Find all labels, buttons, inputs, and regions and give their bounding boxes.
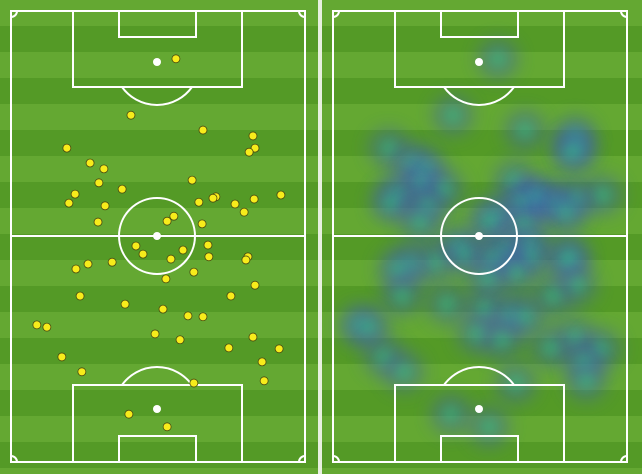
point [150,329,160,339]
heat-core [480,212,499,231]
point [204,252,214,262]
point [171,54,181,64]
point [131,241,141,251]
point [75,291,85,301]
point [249,194,259,204]
heat-core [441,405,460,424]
heat-core [543,287,562,306]
point [94,178,104,188]
point [124,409,134,419]
point [224,343,234,353]
heat-core [480,417,499,436]
point [259,376,269,386]
heat-core [393,287,412,306]
point [100,201,110,211]
heat-core [515,121,534,140]
point [274,344,284,354]
point [244,147,254,157]
point [250,280,260,290]
heat-core [593,186,612,205]
point [183,311,193,321]
heat-core [359,318,378,337]
point [126,110,136,120]
point [189,378,199,388]
point [230,199,240,209]
point [42,322,52,332]
point [198,312,208,322]
point [187,175,197,185]
point [117,184,127,194]
point [158,304,168,314]
heat-core [411,213,430,232]
point [248,332,258,342]
point [57,352,67,362]
heat-core [568,276,587,295]
heat-core [456,245,475,264]
divider [318,0,322,474]
heat-core [394,362,413,381]
heat-core [475,300,494,319]
heat-core [541,338,560,357]
heat-core [493,330,512,349]
point [120,299,130,309]
heat-core [562,143,581,162]
point [166,254,176,264]
touch-points [32,54,286,432]
point [198,125,208,135]
point [178,245,188,255]
point [197,219,207,229]
point [107,257,117,267]
point [85,158,95,168]
heat-core [506,374,525,393]
point [161,274,171,284]
heat-core [557,203,576,222]
heat-core [577,371,596,390]
heat-core [381,194,400,213]
point [162,216,172,226]
point [83,259,93,269]
point [239,207,249,217]
heat-core [438,295,457,314]
point [93,217,103,227]
point [32,320,42,330]
point [162,422,172,432]
heat-core [558,250,577,269]
heat-core [515,307,534,326]
point [241,255,251,265]
point [226,291,236,301]
point [203,240,213,250]
point [169,211,179,221]
point [208,193,218,203]
heat-core [468,324,487,343]
point [77,367,87,377]
heat-core [388,259,407,278]
point [189,267,199,277]
point [257,357,267,367]
heat-core [379,139,398,158]
point [62,143,72,153]
heat-core [506,263,525,282]
point [175,335,185,345]
heat-core [565,328,584,347]
heat-core [443,106,462,125]
heat-core [488,49,507,68]
point [276,190,286,200]
point [194,197,204,207]
point [64,198,74,208]
point [71,264,81,274]
point [70,189,80,199]
point [99,164,109,174]
point [138,249,148,259]
point [248,131,258,141]
